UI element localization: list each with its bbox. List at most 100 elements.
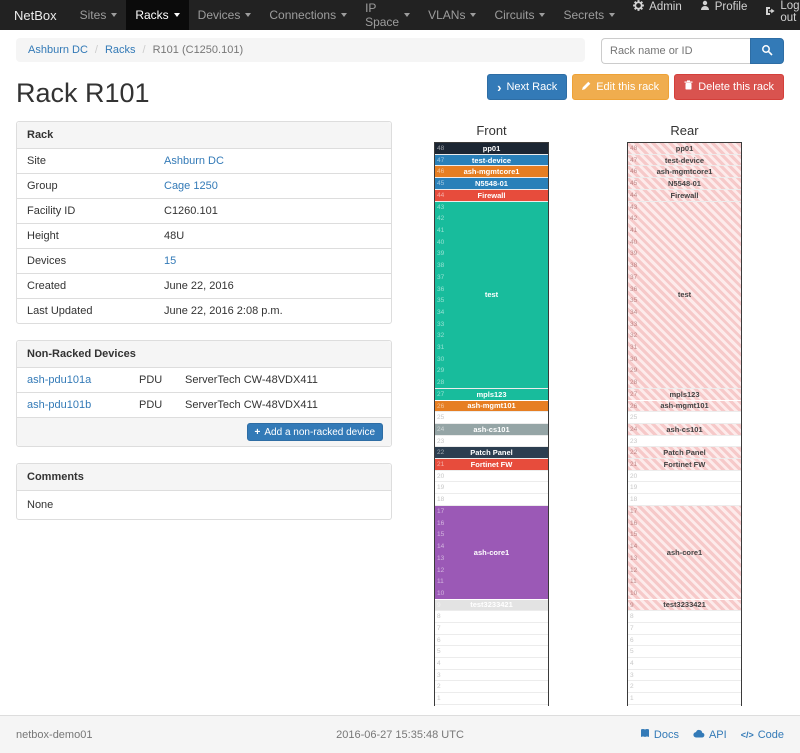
- attr-label: Site: [27, 155, 46, 167]
- rack-device-patch-panel[interactable]: Patch Panel: [435, 447, 548, 459]
- search-input[interactable]: [601, 38, 750, 64]
- device-type: ServerTech CW-48VDX411: [185, 374, 318, 386]
- rack-device-ash-cs101[interactable]: ash-cs101: [435, 424, 548, 435]
- footer-link-docs[interactable]: Docs: [640, 728, 679, 741]
- edit-rack-button[interactable]: Edit this rack: [572, 74, 670, 101]
- usernav-link-admin[interactable]: Admin: [624, 0, 691, 14]
- nonracked-device-row: ash-pdu101a PDU ServerTech CW-48VDX411: [17, 368, 391, 392]
- next-rack-button[interactable]: › Next Rack: [487, 74, 568, 101]
- rack-elevations: Front 4847464544434241403938373635343332…: [392, 121, 784, 706]
- delete-rack-button[interactable]: Delete this rack: [674, 74, 784, 101]
- nonracked-panel-title: Non-Racked Devices: [17, 341, 391, 368]
- rack-unit-number: 12: [437, 566, 445, 574]
- rack-device-pp01[interactable]: pp01: [628, 143, 741, 154]
- page-title: Rack R101: [16, 78, 150, 108]
- rack-device-pp01[interactable]: pp01: [435, 143, 548, 154]
- rack-unit-number: 2: [630, 683, 634, 691]
- user-nav: Admin Profile Log out: [624, 0, 800, 30]
- rack-attr-row: Created June 22, 2016: [17, 273, 391, 298]
- add-nonracked-device-button[interactable]: + Add a non-racked device: [246, 423, 383, 441]
- nav-item-label: Secrets: [563, 8, 605, 22]
- rack-unit-number: 24: [437, 426, 445, 433]
- rack-unit-number: 29: [437, 367, 445, 375]
- rack-device-n5548-01[interactable]: N5548-01: [628, 178, 741, 189]
- breadcrumb-item-ashburn-dc[interactable]: Ashburn DC: [28, 44, 88, 56]
- chevron-down-icon: [173, 13, 180, 17]
- rack-device-ash-core1[interactable]: ash-core1: [628, 505, 741, 599]
- attr-value-group[interactable]: Cage 1250: [164, 180, 218, 192]
- rack-unit-number: 36: [630, 285, 638, 293]
- rack-device-ash-core1[interactable]: ash-core1: [435, 505, 548, 599]
- rack-unit-number: 17: [630, 507, 638, 515]
- rack-device-ash-cs101[interactable]: ash-cs101: [628, 424, 741, 435]
- rack-unit-number: 2: [437, 683, 441, 691]
- main-columns: Rack Site Ashburn DC Group Cage 1250 Facilit…: [16, 121, 784, 715]
- rack-unit-number: 21: [630, 461, 638, 469]
- footer-link-code[interactable]: </> Code: [741, 728, 784, 741]
- device-role: PDU: [139, 399, 163, 411]
- rack-unit-number: 13: [630, 554, 638, 562]
- rack-unit-number: 43: [437, 203, 445, 211]
- rack-unit-number: 15: [630, 531, 638, 539]
- rack-device-fortinet-fw[interactable]: Fortinet FW: [628, 459, 741, 470]
- breadcrumb-item-racks[interactable]: Racks: [104, 44, 136, 56]
- rack-device-firewall[interactable]: Firewall: [435, 189, 548, 201]
- rack-device-test3233421[interactable]: test3233421: [628, 599, 741, 611]
- usernav-link-log-out[interactable]: Log out: [756, 0, 800, 24]
- rack-unit-number: 30: [630, 355, 638, 363]
- device-link-ash-pdu101b[interactable]: ash-pdu101b: [27, 399, 92, 411]
- rack-unit-number: 41: [630, 226, 638, 234]
- rack-unit-number: 48: [437, 145, 445, 152]
- nav-link-racks[interactable]: Racks: [126, 0, 189, 30]
- nav-link-sites[interactable]: Sites: [71, 0, 127, 30]
- rack-unit-row: 4: [435, 658, 548, 670]
- rack-unit-number: 39: [630, 250, 638, 258]
- rack-device-n5548-01[interactable]: N5548-01: [435, 178, 548, 189]
- nav-link-devices[interactable]: Devices: [189, 0, 261, 30]
- attr-value-devices[interactable]: 15: [164, 255, 177, 267]
- search-button[interactable]: [750, 38, 784, 64]
- nav-link-ip-space[interactable]: IP Space: [356, 0, 419, 30]
- rack-attr-row: Devices 15: [17, 248, 391, 273]
- usernav-link-profile[interactable]: Profile: [691, 0, 757, 13]
- rack-attr-row: Height 48U: [17, 223, 391, 248]
- nav-link-secrets[interactable]: Secrets: [554, 0, 624, 30]
- attr-label: Group: [27, 180, 58, 192]
- rack-unit-number: 1: [437, 695, 441, 703]
- rack-device-test3233421[interactable]: test3233421: [435, 599, 548, 611]
- nav-link-connections[interactable]: Connections: [260, 0, 356, 30]
- chevron-down-icon: [111, 13, 118, 17]
- rack-device-firewall[interactable]: Firewall: [628, 189, 741, 201]
- rack-device-test-device[interactable]: test-device: [435, 154, 548, 166]
- rack-device-fortinet-fw[interactable]: Fortinet FW: [435, 459, 548, 470]
- breadcrumb-item-r101-c1250-101: R101 (C1250.101): [152, 44, 244, 56]
- rack-unit-row: 1: [628, 693, 741, 705]
- nav-item-label: Circuits: [494, 8, 535, 22]
- breadcrumb-row: Ashburn DC / Racks / R101 (C1250.101): [0, 30, 800, 64]
- rack-device-ash-mgmt101[interactable]: ash-mgmt101: [435, 400, 548, 412]
- rack-device-label: Patch Panel: [470, 448, 513, 458]
- rack-device-mpls123[interactable]: mpls123: [435, 388, 548, 400]
- nav-link-vlans[interactable]: VLANs: [419, 0, 485, 30]
- rack-device-ash-mgmtcore1[interactable]: ash-mgmtcore1: [628, 166, 741, 178]
- rack-device-test-device[interactable]: test-device: [628, 154, 741, 166]
- rack-device-mpls123[interactable]: mpls123: [628, 388, 741, 400]
- rack-device-label: test3233421: [470, 600, 513, 610]
- nav-link-circuits[interactable]: Circuits: [485, 0, 554, 30]
- rack-device-label: test-device: [471, 155, 512, 165]
- rack-unit-number: 30: [437, 355, 445, 363]
- rack-unit-row: 7: [435, 623, 548, 635]
- brand[interactable]: NetBox: [14, 7, 57, 23]
- rack-unit-number: 20: [630, 472, 638, 480]
- rack-device-ash-mgmtcore1[interactable]: ash-mgmtcore1: [435, 166, 548, 178]
- rack-device-ash-mgmt101[interactable]: ash-mgmt101: [628, 400, 741, 412]
- device-link-ash-pdu101a[interactable]: ash-pdu101a: [27, 374, 92, 386]
- footer-link-api[interactable]: API: [693, 728, 727, 741]
- attr-value-site[interactable]: Ashburn DC: [164, 155, 224, 167]
- rack-device-patch-panel[interactable]: Patch Panel: [628, 447, 741, 459]
- rack-device-test[interactable]: test: [435, 201, 548, 388]
- rack-unit-number: 42: [630, 215, 638, 223]
- nav-item-label: Connections: [269, 8, 337, 22]
- rack-device-test[interactable]: test: [628, 201, 741, 388]
- rack-unit-row: 23: [435, 436, 548, 448]
